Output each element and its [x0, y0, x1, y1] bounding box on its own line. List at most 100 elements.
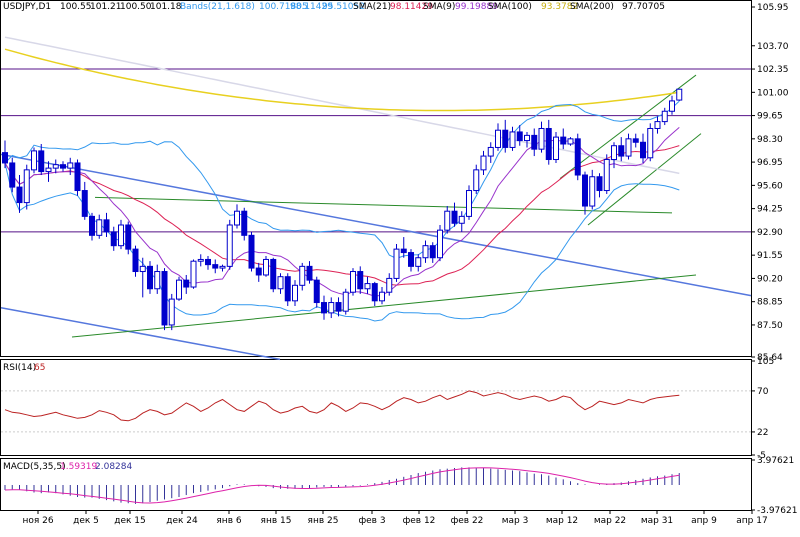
candle-body — [9, 162, 16, 188]
candle-body — [473, 169, 480, 192]
candle-body — [263, 258, 269, 276]
time-tick-label: фев 3 — [358, 516, 385, 526]
candle-body — [255, 267, 262, 276]
sma100-value: 93.3782 — [541, 2, 578, 12]
bollinger-upper — [4, 100, 680, 259]
rsi-tick-label: 105 — [757, 357, 774, 367]
candle-body — [350, 271, 356, 293]
close-value: 101.18 — [150, 2, 182, 12]
candle-body — [342, 291, 349, 312]
candle-body — [357, 271, 364, 290]
candle-body — [625, 138, 632, 157]
candle-body — [487, 146, 494, 157]
sma100-line — [4, 48, 680, 112]
time-tick-label: янв 25 — [308, 516, 339, 526]
candle-body — [422, 245, 429, 259]
candle-body — [38, 150, 45, 173]
price-tick-label: 98.30 — [757, 135, 783, 145]
candle-body — [74, 162, 81, 192]
candle-body — [168, 298, 175, 326]
candle-body — [190, 260, 197, 288]
candle-body — [321, 302, 327, 314]
candle-body — [292, 284, 298, 302]
channel-lower — [587, 133, 702, 226]
candle-body — [458, 215, 465, 224]
candle-body — [103, 219, 110, 233]
time-tick-label: янв 6 — [216, 516, 241, 526]
rsi-line — [4, 390, 680, 422]
candle-body — [277, 276, 284, 290]
candle-body — [451, 210, 458, 224]
candle-body — [444, 210, 451, 231]
candle-body — [553, 136, 559, 161]
candle-body — [582, 174, 588, 207]
candle-body — [415, 257, 422, 267]
candle-body — [81, 190, 88, 217]
candle-body — [89, 215, 95, 236]
price-tick-label: 92.90 — [757, 228, 783, 238]
candle-body — [335, 302, 342, 312]
price-tick-label: 94.25 — [757, 205, 783, 215]
candle-body — [408, 252, 414, 267]
candle-body — [640, 141, 646, 159]
time-tick-label: апр 17 — [736, 516, 767, 526]
price-panel-frame — [0, 0, 752, 357]
candle-body — [596, 176, 603, 192]
candle-body — [567, 138, 574, 145]
candle-body — [306, 265, 313, 281]
time-tick-label: ноя 26 — [22, 516, 53, 526]
candle-body — [364, 283, 371, 290]
macd-tick-label: 3.97621 — [757, 456, 794, 466]
candle-body — [313, 279, 320, 304]
candle-body — [589, 176, 596, 207]
price-tick-label: 101.00 — [757, 88, 789, 98]
macd-signal-line — [4, 467, 680, 504]
candle-body — [386, 277, 393, 293]
rsi-tick-label: -5 — [757, 451, 766, 461]
time-tick-label: мар 22 — [594, 516, 626, 526]
open-value: 100.55 — [60, 2, 92, 12]
candle-body — [495, 129, 501, 148]
time-tick-label: янв 15 — [261, 516, 292, 526]
candle-body — [110, 231, 117, 247]
price-tick-label: 88.85 — [757, 298, 783, 308]
macd-tick-label: -3.97621 — [757, 506, 797, 516]
rsi-tick-label: 70 — [757, 387, 769, 397]
candle-body — [139, 265, 146, 273]
candle-body — [603, 159, 610, 192]
candle-body — [125, 224, 132, 250]
sma200-value: 97.70705 — [622, 2, 665, 12]
candle-body — [176, 279, 182, 300]
candle-body — [118, 224, 124, 247]
candle-body — [219, 265, 226, 269]
candle-body — [524, 134, 530, 142]
price-tick-label: 90.20 — [757, 274, 783, 284]
candle-body — [437, 229, 443, 259]
candle-body — [509, 131, 516, 148]
sma9-value: 99.19889 — [455, 2, 498, 12]
low-value: 100.50 — [120, 2, 152, 12]
candle-body — [531, 134, 538, 150]
candle-body — [161, 271, 168, 326]
candle-body — [480, 155, 487, 171]
candle-body — [23, 169, 30, 204]
macd-value-1: 1.59319 — [60, 462, 97, 472]
macd-panel-frame — [0, 458, 752, 511]
trendline-lower-channel — [0, 306, 281, 361]
candle-body — [31, 150, 37, 171]
candle-body — [226, 224, 233, 267]
candle-body — [147, 265, 153, 290]
price-tick-label: 102.35 — [757, 65, 789, 75]
price-tick-label: 87.50 — [757, 321, 783, 331]
time-tick-label: фев 22 — [451, 516, 484, 526]
price-tick-label: 91.55 — [757, 251, 783, 261]
price-tick-label: 105.95 — [757, 3, 789, 13]
candle-body — [96, 219, 103, 236]
price-tick-label: 85.64 — [757, 353, 783, 363]
time-tick-label: апр 9 — [691, 516, 717, 526]
candle-body — [611, 145, 617, 161]
time-tick-label: дек 15 — [114, 516, 146, 526]
candle-body — [132, 248, 139, 273]
